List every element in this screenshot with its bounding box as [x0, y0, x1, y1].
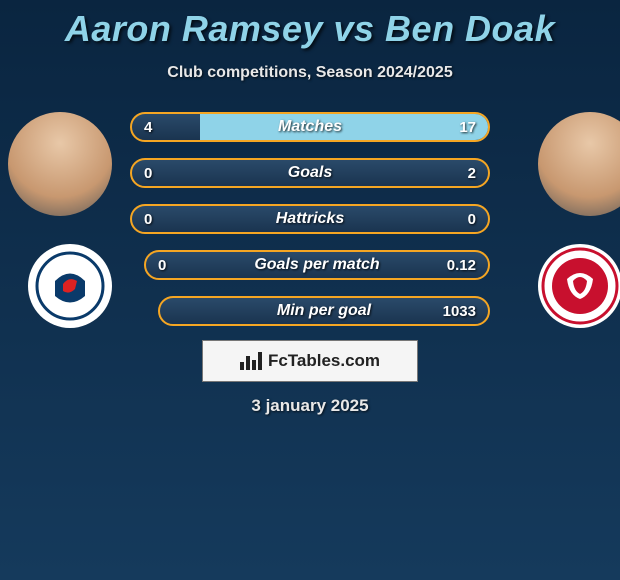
date-label: 3 january 2025: [0, 396, 620, 416]
stat-label: Min per goal: [160, 298, 488, 324]
stat-label: Matches: [132, 114, 488, 140]
middlesbrough-crest-icon: [541, 247, 619, 325]
page-title: Aaron Ramsey vs Ben Doak: [0, 0, 620, 50]
player-left-avatar: [8, 112, 112, 216]
bars-icon: [240, 352, 262, 370]
stat-bar: 02Goals: [130, 158, 490, 188]
stat-label: Hattricks: [132, 206, 488, 232]
cardiff-crest-icon: [35, 251, 105, 321]
stat-bar: 00Hattricks: [130, 204, 490, 234]
brand-text: FcTables.com: [268, 351, 380, 371]
stat-bar: 00.12Goals per match: [144, 250, 490, 280]
comparison-card: Aaron Ramsey vs Ben Doak Club competitio…: [0, 0, 620, 580]
subtitle: Club competitions, Season 2024/2025: [0, 64, 620, 82]
stat-label: Goals per match: [146, 252, 488, 278]
stat-label: Goals: [132, 160, 488, 186]
stats-area: 417Matches 02Goals 00Hattricks 00.12Goals p…: [0, 112, 620, 372]
stat-bar: 1033Min per goal: [158, 296, 490, 326]
brand-badge: FcTables.com: [202, 340, 418, 382]
club-crest-right: [538, 244, 620, 328]
stat-bar: 417Matches: [130, 112, 490, 142]
player-right-avatar: [538, 112, 620, 216]
club-crest-left: [28, 244, 112, 328]
stat-bars: 417Matches 02Goals 00Hattricks 00.12Goals p…: [130, 112, 490, 342]
